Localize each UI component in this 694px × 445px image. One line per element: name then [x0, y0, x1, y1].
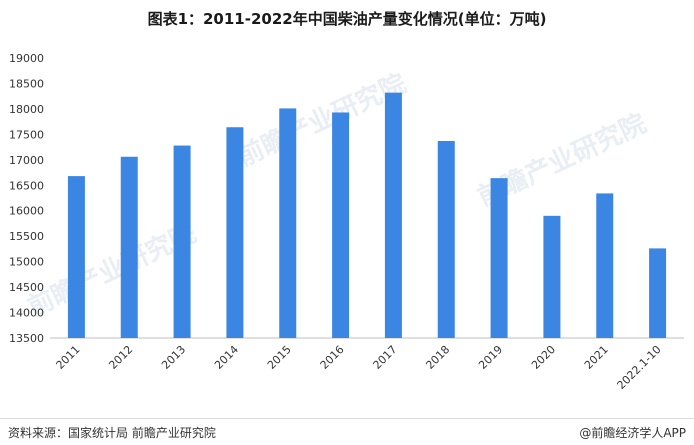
- y-tick-label: 19000: [9, 52, 44, 65]
- x-tick-label: 2012: [106, 343, 135, 372]
- bar: [490, 178, 508, 338]
- y-tick-label: 15500: [9, 230, 44, 243]
- bar: [543, 215, 561, 338]
- bar: [67, 176, 85, 338]
- bar: [279, 108, 297, 339]
- bar: [437, 140, 455, 338]
- chart-title: 图表1：2011-2022年中国柴油产量变化情况(单位：万吨): [147, 10, 547, 28]
- x-tick-label: 2015: [265, 343, 294, 372]
- x-tick-label: 2018: [423, 343, 452, 372]
- y-tick-label: 17000: [9, 154, 44, 167]
- bar: [173, 145, 191, 338]
- x-tick-label: 2014: [212, 343, 241, 372]
- bar-chart: 13500 14000 14500 15000 15500 16000 16500 17000…: [9, 52, 684, 392]
- y-tick-label: 14000: [9, 307, 44, 320]
- y-tick-label: 16000: [9, 205, 44, 218]
- source-note: 资料来源：国家统计局 前瞻产业研究院: [8, 426, 216, 440]
- x-tick-label: 2022.1-10: [615, 343, 664, 392]
- y-tick-label: 15000: [9, 256, 44, 269]
- x-tick-label: 2013: [159, 343, 188, 372]
- x-tick-label: 2017: [371, 343, 400, 372]
- y-tick-label: 18000: [9, 103, 44, 116]
- y-tick-label: 17500: [9, 128, 44, 141]
- brand-label: @前瞻经济学人APP: [579, 426, 686, 440]
- y-tick-label: 13500: [9, 332, 44, 345]
- bar: [649, 248, 667, 338]
- y-tick-label: 14500: [9, 281, 44, 294]
- x-tick-label: 2016: [318, 343, 347, 372]
- y-tick-label: 18500: [9, 77, 44, 90]
- y-tick-label: 16500: [9, 179, 44, 192]
- bar: [596, 193, 614, 338]
- bar: [226, 127, 244, 339]
- x-tick-label: 2011: [54, 343, 83, 372]
- footer: 资料来源：国家统计局 前瞻产业研究院 @前瞻经济学人APP: [0, 418, 694, 445]
- bar: [332, 112, 350, 339]
- bar: [120, 156, 138, 338]
- x-tick-label: 2020: [529, 343, 558, 372]
- x-tick-label: 2019: [476, 343, 505, 372]
- bar: [384, 92, 402, 338]
- x-tick-label: 2021: [582, 343, 611, 372]
